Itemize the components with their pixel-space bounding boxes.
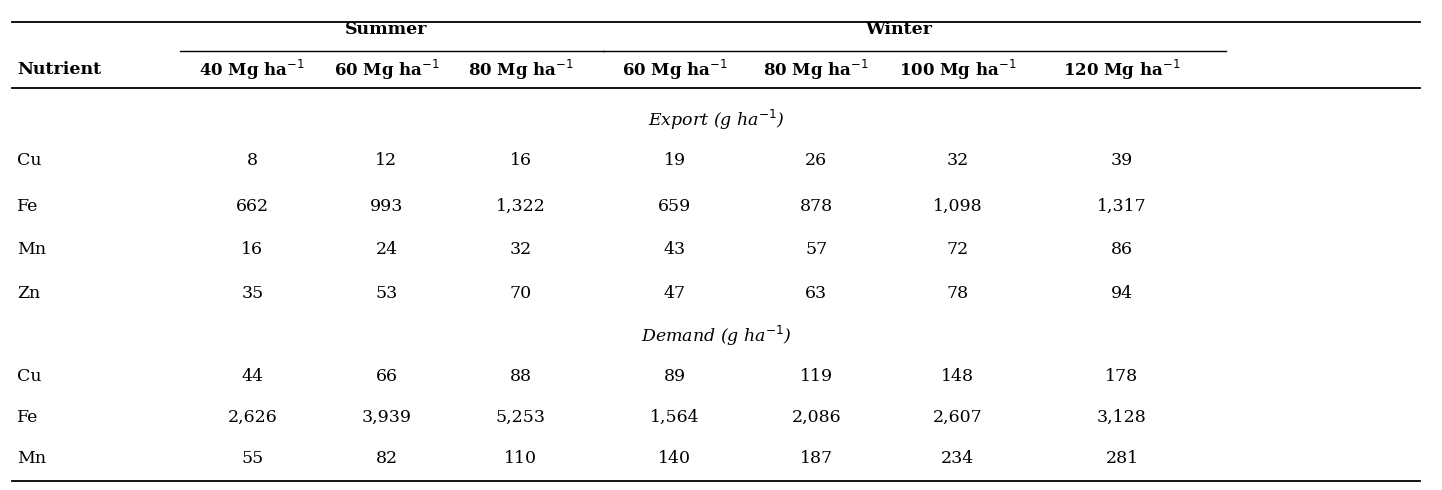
Text: Mn: Mn — [17, 242, 46, 258]
Text: 40 Mg ha$^{-1}$: 40 Mg ha$^{-1}$ — [199, 57, 306, 82]
Text: Fe: Fe — [17, 409, 39, 426]
Text: 3,128: 3,128 — [1097, 409, 1146, 426]
Text: 234: 234 — [940, 450, 975, 466]
Text: 2,607: 2,607 — [933, 409, 982, 426]
Text: 32: 32 — [946, 152, 969, 169]
Text: 66: 66 — [375, 368, 398, 385]
Text: 3,939: 3,939 — [362, 409, 411, 426]
Text: Export (g ha$^{-1}$): Export (g ha$^{-1}$) — [647, 108, 784, 132]
Text: 1,317: 1,317 — [1097, 198, 1146, 215]
Text: 100 Mg ha$^{-1}$: 100 Mg ha$^{-1}$ — [898, 57, 1017, 82]
Text: 1,322: 1,322 — [496, 198, 545, 215]
Text: 16: 16 — [509, 152, 532, 169]
Text: 60 Mg ha$^{-1}$: 60 Mg ha$^{-1}$ — [622, 57, 728, 82]
Text: 662: 662 — [236, 198, 268, 215]
Text: 63: 63 — [805, 285, 828, 301]
Text: 140: 140 — [659, 450, 691, 466]
Text: 5,253: 5,253 — [496, 409, 545, 426]
Text: 80 Mg ha$^{-1}$: 80 Mg ha$^{-1}$ — [763, 57, 870, 82]
Text: 72: 72 — [946, 242, 969, 258]
Text: 32: 32 — [509, 242, 532, 258]
Text: 78: 78 — [946, 285, 969, 301]
Text: 55: 55 — [241, 450, 264, 466]
Text: 8: 8 — [247, 152, 258, 169]
Text: 120 Mg ha$^{-1}$: 120 Mg ha$^{-1}$ — [1063, 57, 1181, 82]
Text: 19: 19 — [663, 152, 686, 169]
Text: 86: 86 — [1110, 242, 1133, 258]
Text: 44: 44 — [241, 368, 264, 385]
Text: 281: 281 — [1106, 450, 1138, 466]
Text: 2,086: 2,086 — [792, 409, 841, 426]
Text: 2,626: 2,626 — [228, 409, 277, 426]
Text: 110: 110 — [505, 450, 536, 466]
Text: 43: 43 — [663, 242, 686, 258]
Text: 70: 70 — [509, 285, 532, 301]
Text: 187: 187 — [800, 450, 832, 466]
Text: 878: 878 — [800, 198, 832, 215]
Text: 24: 24 — [375, 242, 398, 258]
Text: 148: 148 — [942, 368, 973, 385]
Text: 35: 35 — [241, 285, 264, 301]
Text: 94: 94 — [1110, 285, 1133, 301]
Text: Nutrient: Nutrient — [17, 61, 101, 78]
Text: Cu: Cu — [17, 368, 42, 385]
Text: 80 Mg ha$^{-1}$: 80 Mg ha$^{-1}$ — [467, 57, 574, 82]
Text: 119: 119 — [800, 368, 832, 385]
Text: 12: 12 — [375, 152, 398, 169]
Text: Fe: Fe — [17, 198, 39, 215]
Text: Summer: Summer — [345, 21, 428, 38]
Text: 16: 16 — [241, 242, 264, 258]
Text: 659: 659 — [658, 198, 692, 215]
Text: 26: 26 — [805, 152, 828, 169]
Text: Zn: Zn — [17, 285, 40, 301]
Text: 1,098: 1,098 — [933, 198, 982, 215]
Text: 89: 89 — [663, 368, 686, 385]
Text: 47: 47 — [663, 285, 686, 301]
Text: 993: 993 — [369, 198, 404, 215]
Text: Demand (g ha$^{-1}$): Demand (g ha$^{-1}$) — [640, 323, 792, 348]
Text: Winter: Winter — [865, 21, 932, 38]
Text: 88: 88 — [509, 368, 532, 385]
Text: Cu: Cu — [17, 152, 42, 169]
Text: 57: 57 — [805, 242, 828, 258]
Text: Mn: Mn — [17, 450, 46, 466]
Text: 1,564: 1,564 — [650, 409, 699, 426]
Text: 60 Mg ha$^{-1}$: 60 Mg ha$^{-1}$ — [333, 57, 440, 82]
Text: 53: 53 — [375, 285, 398, 301]
Text: 39: 39 — [1110, 152, 1133, 169]
Text: 82: 82 — [375, 450, 398, 466]
Text: 178: 178 — [1106, 368, 1138, 385]
